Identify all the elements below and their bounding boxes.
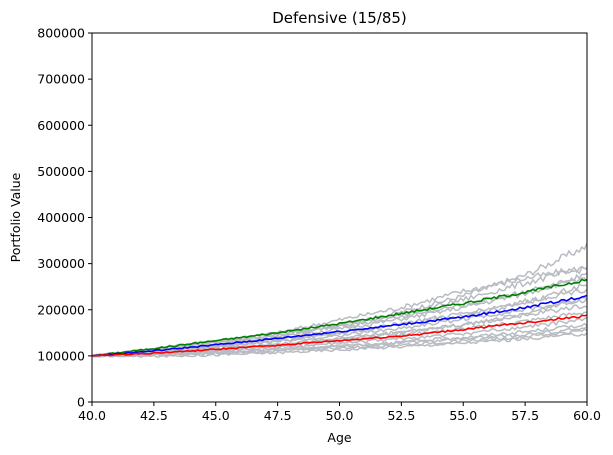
y-tick-label: 300000 bbox=[37, 256, 85, 271]
y-axis: 0 100000 200000 300000 400000 500000 600000 700… bbox=[37, 26, 92, 410]
summary-lines bbox=[92, 278, 587, 357]
x-tick-label: 55.0 bbox=[449, 408, 477, 423]
y-tick-label: 500000 bbox=[37, 164, 85, 179]
x-tick-label: 57.5 bbox=[511, 408, 539, 423]
simulation-line bbox=[92, 326, 587, 358]
y-tick-label: 700000 bbox=[37, 72, 85, 87]
simulation-line bbox=[92, 283, 587, 358]
y-tick-label: 200000 bbox=[37, 302, 85, 317]
x-tick-label: 50.0 bbox=[326, 408, 354, 423]
x-tick-label: 42.5 bbox=[140, 408, 168, 423]
x-axis: 40.0 42.5 45.0 47.5 50.0 52.5 55.0 57.5 60.0 bbox=[78, 402, 601, 423]
green-series-line bbox=[92, 278, 587, 357]
simulation-line bbox=[92, 297, 587, 358]
y-tick-label: 0 bbox=[77, 395, 85, 410]
x-axis-label: Age bbox=[327, 430, 351, 445]
x-tick-label: 52.5 bbox=[387, 408, 415, 423]
y-tick-label: 600000 bbox=[37, 118, 85, 133]
chart-title: Defensive (15/85) bbox=[272, 9, 407, 27]
x-tick-label: 60.0 bbox=[573, 408, 601, 423]
y-tick-label: 400000 bbox=[37, 210, 85, 225]
blue-series-line bbox=[92, 294, 587, 357]
y-tick-label: 800000 bbox=[37, 26, 85, 41]
y-tick-label: 100000 bbox=[37, 348, 85, 363]
red-series-line bbox=[92, 314, 587, 357]
simulation-line bbox=[92, 296, 587, 358]
x-tick-label: 45.0 bbox=[202, 408, 230, 423]
x-tick-label: 40.0 bbox=[78, 408, 106, 423]
y-axis-label: Portfolio Value bbox=[8, 172, 23, 262]
x-tick-label: 47.5 bbox=[264, 408, 292, 423]
